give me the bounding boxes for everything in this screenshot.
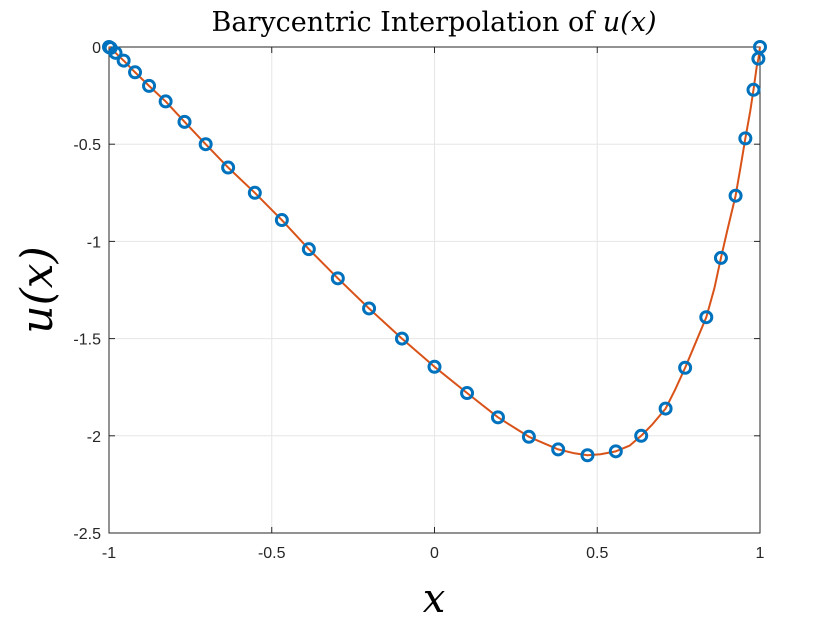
sample-point xyxy=(580,448,595,463)
sample-point xyxy=(247,185,262,200)
x-tick-label: 0.5 xyxy=(586,545,608,562)
y-tick-label: -2 xyxy=(87,429,101,446)
sample-point xyxy=(158,94,173,109)
sample-point xyxy=(658,401,673,416)
x-tick-label: -0.5 xyxy=(258,545,286,562)
sample-point xyxy=(699,310,714,325)
y-tick-label: -2.5 xyxy=(73,526,101,543)
sample-point xyxy=(738,131,753,146)
sample-point xyxy=(198,137,213,152)
y-tick-label: -1 xyxy=(87,234,101,251)
sample-point xyxy=(108,45,123,60)
y-tick-label: 0 xyxy=(92,40,101,57)
sample-point xyxy=(221,160,236,175)
sample-point xyxy=(753,40,767,54)
svg-text:Barycentric Interpolation of u: Barycentric Interpolation of u(x) xyxy=(212,7,657,38)
sample-point xyxy=(394,331,409,346)
y-tick-label: -1.5 xyxy=(73,332,101,349)
x-axis-label: x xyxy=(423,576,446,622)
sample-point xyxy=(551,442,566,457)
sample-point xyxy=(521,429,536,444)
sample-point xyxy=(608,444,623,459)
chart-title: Barycentric Interpolation of u(x) xyxy=(212,7,657,38)
sample-point xyxy=(330,271,345,286)
x-tick-label: 1 xyxy=(756,545,765,562)
sample-point xyxy=(274,213,289,228)
chart-title-math: u(x) xyxy=(603,7,657,38)
y-axis-label: u(x) xyxy=(12,246,63,333)
sample-point xyxy=(746,82,761,97)
interpolant-line xyxy=(108,46,761,457)
sample-point xyxy=(177,114,192,129)
chart-title-text: Barycentric Interpolation of xyxy=(212,7,603,38)
x-tick-label: -1 xyxy=(102,545,116,562)
axis-ticks: -1 -0.5 0 0.5 1 0 -0.5 -1 -1.5 -2 -2.5 xyxy=(73,40,764,562)
sample-point xyxy=(142,78,157,93)
sample-point xyxy=(713,250,728,265)
x-tick-label: 0 xyxy=(430,545,439,562)
sample-point xyxy=(634,428,649,443)
y-tick-label: -0.5 xyxy=(73,137,101,154)
grid-lines xyxy=(108,46,761,534)
sample-point xyxy=(128,65,143,80)
sample-point xyxy=(678,360,693,375)
sample-point xyxy=(362,301,377,316)
sample-point xyxy=(116,53,131,68)
sample-point xyxy=(460,386,475,401)
sample-point xyxy=(728,188,743,203)
sample-point xyxy=(301,242,316,257)
sample-point xyxy=(427,359,442,374)
sample-points-series xyxy=(102,40,767,463)
interpolant-series xyxy=(108,46,761,457)
sample-point xyxy=(490,410,505,425)
